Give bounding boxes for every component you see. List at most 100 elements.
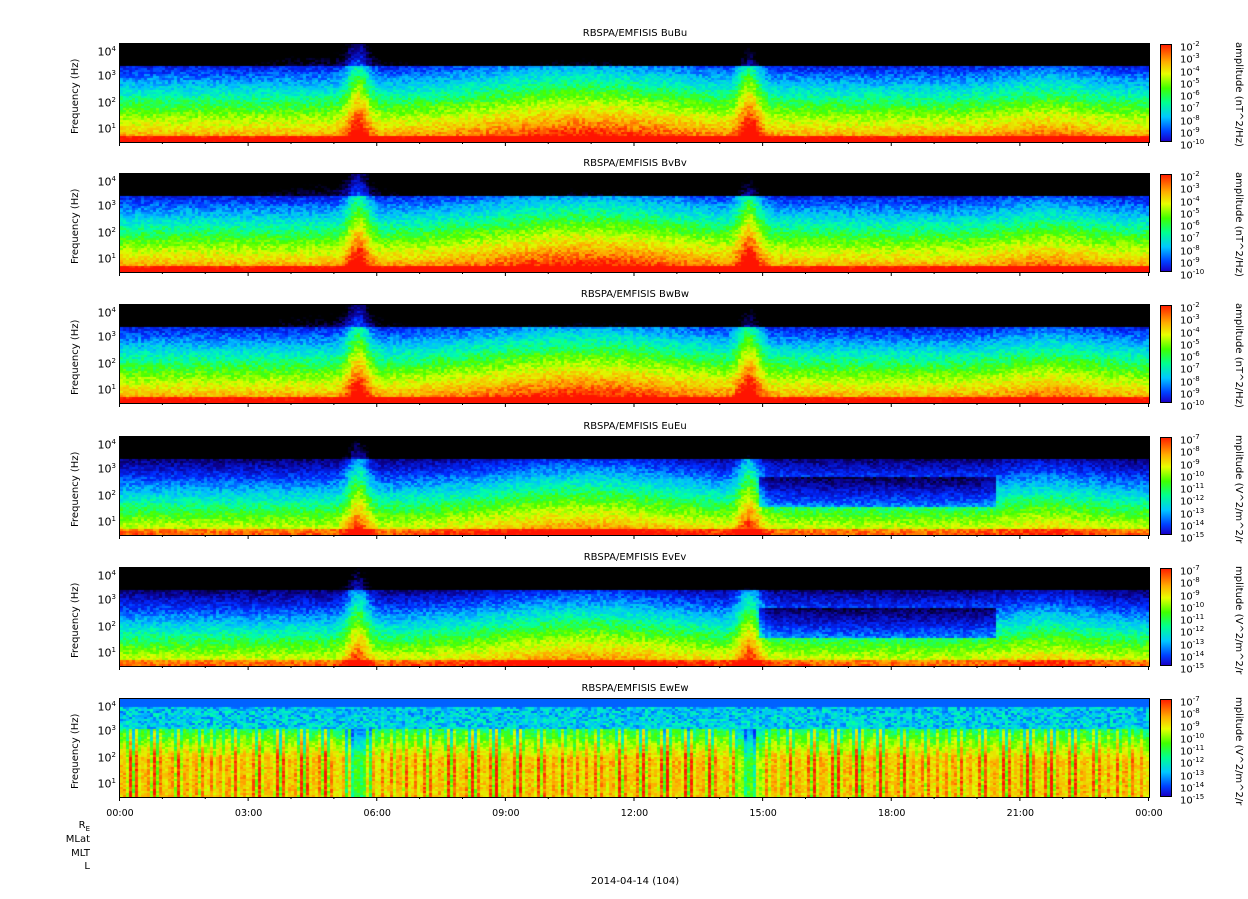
colorbar-label: mplitude (V^2/m^2/r [1233, 435, 1244, 544]
colorbar-tick-label: 10-8 [1180, 445, 1200, 459]
colorbar-tick-label: 10-6 [1180, 89, 1200, 103]
colorbar-tick-label: 10-10 [1180, 731, 1205, 746]
ephemeris-label: RE [78, 820, 90, 833]
colorbar-tick-label: 10-4 [1180, 194, 1200, 208]
y-tick-label: 104 [97, 700, 116, 714]
colorbar-tick-label: 10-13 [1180, 768, 1205, 782]
colorbar-tick-label: 10-10 [1180, 469, 1205, 484]
y-axis-label: Frequency (Hz) [70, 319, 81, 395]
ephemeris-label: MLT [71, 848, 90, 859]
y-tick-label: 102 [97, 620, 116, 634]
y-tick-label: 101 [97, 122, 116, 136]
y-tick-label: 103 [97, 69, 116, 83]
colorbar-tick-label: 10-7 [1180, 695, 1200, 709]
x-tick-label: 18:00 [878, 808, 906, 819]
y-tick-label: 101 [97, 252, 116, 266]
colorbar-tick-label: 10-14 [1180, 649, 1205, 664]
panel-title: RBSPA/EMFISIS BwBw [580, 289, 690, 300]
panel-title: RBSPA/EMFISIS BuBu [582, 28, 688, 39]
y-tick-label: 102 [97, 751, 116, 765]
x-tick-label: 09:00 [492, 808, 520, 819]
y-tick-label: 103 [97, 330, 116, 344]
y-axis-label: Frequency (Hz) [70, 58, 81, 134]
colorbar-label: amplitude (nT^2/Hz) [1233, 42, 1244, 147]
y-tick-label: 103 [97, 724, 116, 738]
colorbar-tick-label: 10-6 [1180, 219, 1200, 233]
x-tick-label: 12:00 [620, 808, 649, 819]
x-tick-label: 03:00 [234, 808, 263, 819]
panel-axes [119, 43, 1150, 146]
colorbar-tick-label: 10-9 [1180, 588, 1200, 602]
colorbar-tick-label: 10-8 [1180, 113, 1200, 127]
y-tick-label: 102 [97, 226, 116, 240]
y-tick-label: 103 [97, 462, 116, 476]
colorbar-tick-label: 10-11 [1180, 613, 1205, 627]
y-tick-label: 101 [97, 383, 116, 397]
y-tick-label: 104 [97, 175, 116, 189]
colorbar [1160, 699, 1172, 797]
panel-title: RBSPA/EMFISIS EvEv [583, 552, 687, 563]
colorbar-tick-label: 10-2 [1180, 170, 1200, 184]
colorbar-tick-label: 10-11 [1180, 482, 1205, 496]
y-tick-label: 102 [97, 489, 116, 503]
colorbar-tick-label: 10-9 [1180, 255, 1200, 270]
panel-axes [119, 698, 1150, 801]
colorbar-tick-label: 10-9 [1180, 386, 1200, 401]
colorbar-tick-label: 10-15 [1180, 793, 1205, 807]
panel-title: RBSPA/EMFISIS EuEu [583, 421, 687, 432]
spectrogram [120, 437, 1149, 535]
colorbar-tick-label: 10-2 [1180, 301, 1200, 315]
colorbar [1160, 174, 1172, 272]
colorbar-tick-label: 10-15 [1180, 531, 1205, 545]
colorbar-tick-label: 10-7 [1180, 231, 1200, 245]
panel-axes [119, 436, 1150, 539]
y-axis-label: Frequency (Hz) [70, 582, 81, 658]
y-tick-label: 104 [97, 45, 116, 59]
colorbar [1160, 305, 1172, 403]
spectrogram [120, 568, 1149, 666]
colorbar-tick-label: 10-15 [1180, 662, 1205, 676]
axes-frame [119, 173, 1150, 273]
axes-frame [119, 698, 1150, 798]
x-tick-label: 15:00 [749, 808, 777, 819]
colorbar-tick-label: 10-3 [1180, 182, 1200, 196]
axes-frame [119, 567, 1150, 667]
spectrogram [120, 44, 1149, 142]
colorbar-tick-label: 10-9 [1180, 719, 1200, 733]
colorbar-tick-label: 10-10 [1180, 138, 1205, 152]
colorbar-tick-label: 10-5 [1180, 337, 1200, 352]
colorbar-tick-label: 10-12 [1180, 756, 1205, 770]
colorbar-label: amplitude (nT^2/Hz) [1233, 172, 1244, 277]
x-tick-label: 00:00 [1135, 808, 1163, 819]
y-tick-label: 104 [97, 438, 116, 452]
colorbar-tick-label: 10-5 [1180, 206, 1200, 221]
ephemeris-label: MLat [65, 834, 90, 845]
colorbar-tick-label: 10-3 [1180, 52, 1200, 66]
panel-axes [119, 173, 1150, 276]
date-label: 2014-04-14 (104) [590, 876, 680, 887]
y-tick-label: 104 [97, 306, 116, 320]
colorbar-tick-label: 10-11 [1180, 744, 1205, 758]
y-tick-label: 104 [97, 569, 116, 583]
colorbar-tick-label: 10-13 [1180, 506, 1205, 520]
panel-axes [119, 304, 1150, 407]
y-tick-label: 101 [97, 515, 116, 529]
colorbar-tick-label: 10-13 [1180, 637, 1205, 651]
colorbar-tick-label: 10-6 [1180, 350, 1200, 364]
colorbar-tick-label: 10-12 [1180, 625, 1205, 639]
y-tick-label: 101 [97, 777, 116, 791]
axes-frame [119, 43, 1150, 143]
colorbar-tick-label: 10-8 [1180, 243, 1200, 257]
y-tick-label: 101 [97, 646, 116, 660]
y-tick-label: 102 [97, 96, 116, 110]
colorbar-tick-label: 10-8 [1180, 374, 1200, 388]
colorbar-tick-label: 10-14 [1180, 518, 1205, 533]
colorbar-tick-label: 10-10 [1180, 268, 1205, 282]
y-axis-label: Frequency (Hz) [70, 451, 81, 527]
colorbar-tick-label: 10-10 [1180, 399, 1205, 413]
y-axis-label: Frequency (Hz) [70, 188, 81, 264]
colorbar-tick-label: 10-12 [1180, 494, 1205, 508]
x-tick-label: 21:00 [1006, 808, 1035, 819]
panel-axes [119, 567, 1150, 670]
colorbar [1160, 437, 1172, 535]
